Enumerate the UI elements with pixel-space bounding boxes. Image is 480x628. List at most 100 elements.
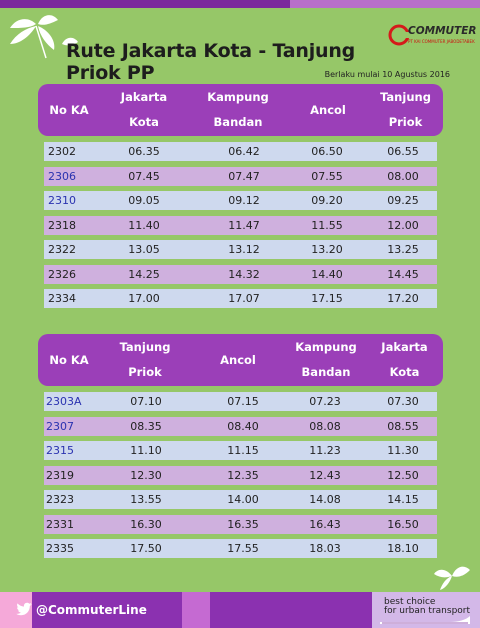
train-number: 2310 bbox=[48, 194, 76, 207]
departure-time: 16.43 bbox=[309, 517, 341, 531]
departure-time: 11.55 bbox=[311, 218, 343, 232]
top-bar bbox=[0, 0, 480, 8]
departure-time: 08.08 bbox=[309, 419, 341, 433]
header-kampung-bandan: Kampung Bandan bbox=[188, 84, 288, 136]
header-tanjung-priok: Tanjung Priok bbox=[100, 334, 190, 386]
departure-time: 17.20 bbox=[387, 292, 419, 305]
table-row: 2315 11.10 11.15 11.23 11.30 bbox=[44, 441, 437, 460]
header-label-line2: Priok bbox=[128, 365, 162, 379]
header-no-ka: No KA bbox=[38, 334, 100, 386]
table-row: 2307 08.35 08.40 08.08 08.55 bbox=[44, 416, 437, 436]
train-number: 2303A bbox=[46, 395, 82, 408]
departure-time: 09.20 bbox=[311, 194, 343, 207]
departure-time: 14.40 bbox=[311, 267, 343, 281]
table-row: 2334 17.00 17.07 17.15 17.20 bbox=[44, 289, 437, 308]
departure-time: 11.15 bbox=[227, 444, 259, 457]
header-tanjung-priok: Tanjung Priok bbox=[368, 84, 443, 136]
departure-time: 12.43 bbox=[309, 468, 341, 482]
header-label: No KA bbox=[49, 102, 89, 117]
twitter-handle[interactable]: @CommuterLine bbox=[36, 603, 147, 617]
train-number: 2307 bbox=[46, 419, 74, 433]
table-row: 2319 12.30 12.35 12.43 12.50 bbox=[44, 465, 437, 485]
table-row: 2306 07.45 07.47 07.55 08.00 bbox=[44, 166, 437, 186]
train-number: 2335 bbox=[46, 542, 74, 555]
departure-time: 07.47 bbox=[228, 169, 260, 183]
departure-time: 06.55 bbox=[387, 145, 419, 158]
train-icon bbox=[380, 616, 470, 624]
leaf-icon bbox=[434, 566, 470, 590]
table-row: 2326 14.25 14.32 14.40 14.45 bbox=[44, 264, 437, 284]
footer: @CommuterLine best choice for urban tran… bbox=[0, 592, 480, 628]
table-row: 2323 13.55 14.00 14.08 14.15 bbox=[44, 490, 437, 509]
departure-time: 12.30 bbox=[130, 468, 162, 482]
departure-time: 11.47 bbox=[228, 218, 260, 232]
train-number: 2334 bbox=[48, 292, 76, 305]
tagline-line1: best choice bbox=[384, 597, 436, 607]
departure-time: 11.40 bbox=[128, 218, 160, 232]
departure-time: 13.05 bbox=[128, 243, 160, 256]
header-label: Kampung bbox=[207, 90, 269, 104]
header-label: Ancol bbox=[310, 102, 346, 117]
departure-time: 07.23 bbox=[309, 395, 341, 408]
table-row: 2318 11.40 11.47 11.55 12.00 bbox=[44, 215, 437, 235]
departure-time: 17.00 bbox=[128, 292, 160, 305]
departure-time: 12.35 bbox=[227, 468, 259, 482]
train-number: 2322 bbox=[48, 243, 76, 256]
commuter-logo: COMMUTER PT KAI COMMUTER JABODETABEK bbox=[388, 22, 478, 50]
departure-time: 11.10 bbox=[130, 444, 162, 457]
logo-tagline: PT KAI COMMUTER JABODETABEK bbox=[408, 39, 475, 44]
departure-time: 13.55 bbox=[130, 493, 162, 506]
header-ancol: Ancol bbox=[288, 84, 368, 136]
train-number: 2315 bbox=[46, 444, 74, 457]
header-label: Tanjung bbox=[119, 340, 171, 354]
header-jakarta-kota: Jakarta Kota bbox=[366, 334, 443, 386]
commuter-logo-icon bbox=[388, 24, 410, 46]
departure-time: 14.00 bbox=[227, 493, 259, 506]
header-label-line2: Kota bbox=[389, 365, 420, 379]
departure-time: 12.50 bbox=[387, 468, 419, 482]
twitter-bird-icon bbox=[16, 602, 32, 616]
table-row: 2302 06.35 06.42 06.50 06.55 bbox=[44, 142, 437, 161]
header-label-line2: Priok bbox=[388, 115, 423, 129]
departure-time: 16.35 bbox=[227, 517, 259, 531]
header-label: Kampung bbox=[295, 340, 357, 354]
top-bar-accent bbox=[290, 0, 480, 8]
departure-time: 08.35 bbox=[130, 419, 162, 433]
header-ancol: Ancol bbox=[190, 334, 286, 386]
departure-time: 13.25 bbox=[387, 243, 419, 256]
header-label-line2: Kota bbox=[129, 115, 159, 129]
departure-time: 14.32 bbox=[228, 267, 260, 281]
page-title: Rute Jakarta Kota - Tanjung Priok PP bbox=[66, 40, 356, 84]
departure-time: 08.55 bbox=[387, 419, 419, 433]
train-number: 2318 bbox=[48, 218, 76, 232]
departure-time: 13.20 bbox=[311, 243, 343, 256]
departure-time: 06.42 bbox=[228, 145, 260, 158]
train-number: 2323 bbox=[46, 493, 74, 506]
tagline-line2: for urban transport bbox=[384, 606, 471, 616]
header-label: Jakarta bbox=[381, 340, 428, 354]
leaf-icon bbox=[10, 15, 78, 59]
header-kampung-bandan: Kampung Bandan bbox=[286, 334, 366, 386]
departure-time: 13.12 bbox=[228, 243, 260, 256]
departure-time: 18.10 bbox=[387, 542, 419, 555]
departure-time: 16.50 bbox=[387, 517, 419, 531]
footer-accent-mid bbox=[182, 592, 210, 628]
header-label: Tanjung bbox=[380, 90, 431, 104]
train-number: 2331 bbox=[46, 517, 74, 531]
departure-time: 17.07 bbox=[228, 292, 260, 305]
departure-time: 17.50 bbox=[130, 542, 162, 555]
table-row: 2335 17.50 17.55 18.03 18.10 bbox=[44, 539, 437, 558]
departure-time: 11.30 bbox=[387, 444, 419, 457]
header-jakarta-kota: Jakarta Kota bbox=[100, 84, 188, 136]
departure-time: 14.45 bbox=[387, 267, 419, 281]
departure-time: 08.40 bbox=[227, 419, 259, 433]
departure-time: 07.55 bbox=[311, 169, 343, 183]
valid-from-text: Berlaku mulai 10 Agustus 2016 bbox=[324, 70, 450, 79]
departure-time: 07.10 bbox=[130, 395, 162, 408]
departure-time: 11.23 bbox=[309, 444, 341, 457]
departure-time: 17.55 bbox=[227, 542, 259, 555]
header-label-line2: Bandan bbox=[301, 365, 351, 379]
departure-time: 07.45 bbox=[128, 169, 160, 183]
departure-time: 14.15 bbox=[387, 493, 419, 506]
header-label-line2: Bandan bbox=[213, 115, 263, 129]
